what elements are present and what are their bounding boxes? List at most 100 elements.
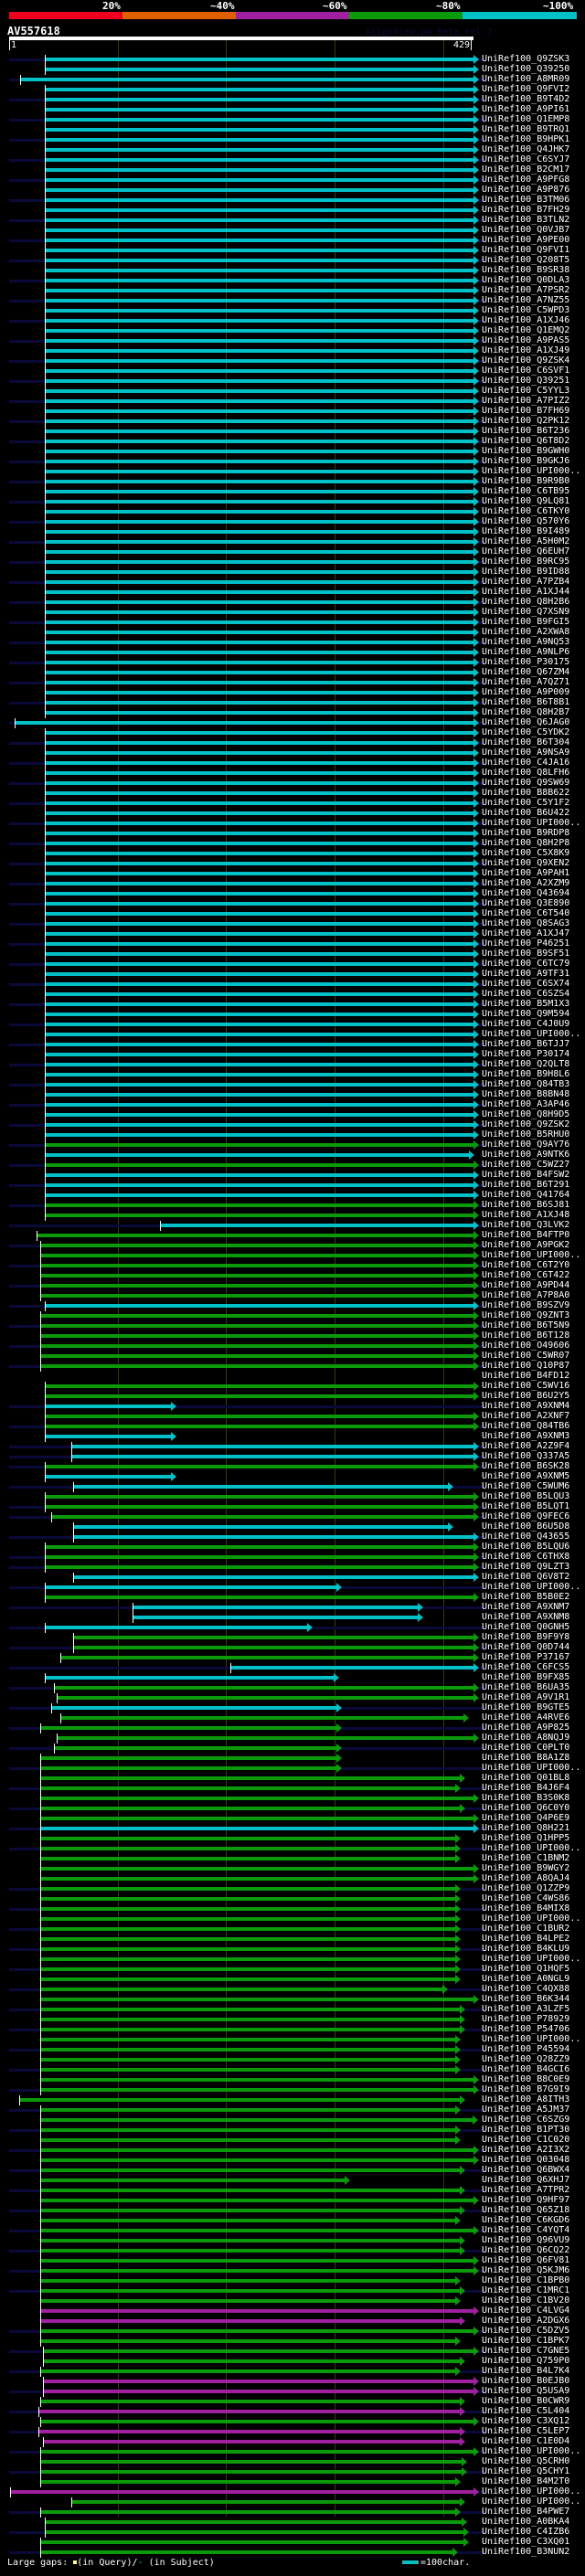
hit-bar[interactable] [45,118,473,122]
hit-bar[interactable] [45,299,473,302]
hit-label[interactable]: UniRef100_A8ITH3 [482,2094,570,2104]
hit-bar[interactable] [40,1977,455,1981]
hit-row[interactable]: UniRef100_Q8H221 [0,1823,585,1834]
hit-row[interactable]: UniRef100_Q84TB3 [0,1079,585,1090]
hit-row[interactable]: UniRef100_A9PGK2 [0,1240,585,1251]
hit-label[interactable]: UniRef100_A9TF31 [482,969,570,979]
hit-row[interactable]: UniRef100_C0PLT0 [0,1743,585,1754]
hit-label[interactable]: UniRef100_Q5CRH0 [482,2456,570,2466]
hit-label[interactable]: UniRef100_B2CM17 [482,164,570,175]
hit-label[interactable]: UniRef100_C6T2Y0 [482,1260,570,1270]
hit-label[interactable]: UniRef100_Q9FVI2 [482,84,570,94]
hit-bar[interactable] [45,852,473,855]
hit-row[interactable]: UniRef100_A9NTK6 [0,1150,585,1161]
hit-label[interactable]: UniRef100_C4LVG4 [482,2306,570,2316]
hit-label[interactable]: UniRef100_B3NUN2 [482,2547,570,2557]
hit-label[interactable]: UniRef100_A7PIZ2 [482,396,570,406]
hit-bar[interactable] [45,429,473,433]
hit-row[interactable]: UniRef100_C6TB95 [0,486,585,497]
hit-row[interactable]: UniRef100_B5LQU3 [0,1491,585,1502]
hit-row[interactable]: UniRef100_B9SF51 [0,949,585,959]
hit-row[interactable]: UniRef100_Q2QLT8 [0,1059,585,1070]
hit-bar[interactable] [45,108,473,111]
hit-label[interactable]: UniRef100_Q0DLA3 [482,275,570,285]
hit-bar[interactable] [40,1917,455,1921]
hit-label[interactable]: UniRef100_Q39250 [482,64,570,74]
hit-label[interactable]: UniRef100_C5DZV5 [482,2326,570,2336]
hit-row[interactable]: UniRef100_Q1ZZP9 [0,1883,585,1894]
hit-label[interactable]: UniRef100_B4FTP0 [482,1230,570,1240]
hit-row[interactable]: UniRef100_B4LPE2 [0,1934,585,1945]
hit-bar[interactable] [45,590,473,594]
hit-row[interactable]: UniRef100_B7FH29 [0,205,585,216]
hit-bar[interactable] [45,470,473,473]
hit-label[interactable]: UniRef100_C5LEP7 [482,2426,570,2436]
hit-bar[interactable] [40,2339,455,2343]
hit-label[interactable]: UniRef100_C5WV16 [482,1381,570,1391]
hit-row[interactable]: UniRef100_Q0VJB7 [0,225,585,236]
hit-label[interactable]: UniRef100_Q0VJB7 [482,225,570,235]
hit-label[interactable]: UniRef100_B8BN48 [482,1089,570,1099]
hit-bar[interactable] [73,1485,448,1489]
hit-bar[interactable] [40,2108,455,2112]
hit-bar[interactable] [45,912,473,916]
hit-bar[interactable] [40,2239,460,2242]
hit-row[interactable]: UniRef100_C6KGD6 [0,2215,585,2226]
hit-bar[interactable] [45,922,473,926]
hit-row[interactable]: UniRef100_B5B0E2 [0,1592,585,1603]
hit-label[interactable]: UniRef100_B5B0E2 [482,1592,570,1602]
hit-label[interactable]: UniRef100_B4FSW2 [482,1170,570,1180]
hit-bar[interactable] [71,1445,473,1448]
hit-label[interactable]: UniRef100_A9XNM5 [482,1471,570,1481]
hit-label[interactable]: UniRef100_B8C0E9 [482,2074,570,2084]
hit-bar[interactable] [45,228,473,232]
hit-bar[interactable] [45,530,473,534]
hit-bar[interactable] [40,1927,455,1931]
hit-row[interactable]: UniRef100_A9PAS5 [0,335,585,346]
hit-label[interactable]: UniRef100_B6SK28 [482,1461,570,1471]
hit-label[interactable]: UniRef100_C6SYJ7 [482,154,570,164]
hit-bar[interactable] [40,1837,455,1840]
hit-bar[interactable] [45,1183,473,1187]
hit-bar[interactable] [45,1475,171,1479]
hit-row[interactable]: UniRef100_B4FD12 [0,1371,585,1382]
hit-label[interactable]: UniRef100_UPI000.. [482,2496,581,2507]
hit-row[interactable]: UniRef100_C5X8K9 [0,848,585,859]
hit-bar[interactable] [40,2058,455,2062]
hit-label[interactable]: UniRef100_A9XNM8 [482,1612,570,1622]
hit-label[interactable]: UniRef100_B4GCI6 [482,2064,570,2074]
hit-label[interactable]: UniRef100_B5RHU0 [482,1129,570,1140]
hit-bar[interactable] [45,440,473,443]
hit-label[interactable]: UniRef100_B4MIX8 [482,1903,570,1913]
hit-row[interactable]: UniRef100_Q7XSN9 [0,607,585,618]
hit-bar[interactable] [40,1334,473,1338]
hit-label[interactable]: UniRef100_B9T4D2 [482,94,570,104]
hit-row[interactable]: UniRef100_B3S0K8 [0,1793,585,1804]
hit-bar[interactable] [40,2138,455,2142]
hit-bar[interactable] [40,1244,473,1247]
hit-row[interactable]: UniRef100_B6TJJ7 [0,1039,585,1050]
hit-label[interactable]: UniRef100_B8B622 [482,788,570,798]
hit-label[interactable]: UniRef100_A7QZ71 [482,677,570,687]
hit-row[interactable]: UniRef100_B6T5N9 [0,1320,585,1331]
hit-bar[interactable] [40,1807,460,1810]
hit-bar[interactable] [45,349,473,353]
hit-row[interactable]: UniRef100_A9NLP6 [0,647,585,658]
hit-bar[interactable] [45,148,473,152]
hit-row[interactable]: UniRef100_Q96VU9 [0,2235,585,2246]
hit-bar[interactable] [54,1686,473,1690]
hit-row[interactable]: UniRef100_UPI000.. [0,1250,585,1261]
hit-bar[interactable] [40,2128,455,2132]
hit-row[interactable]: UniRef100_A2DGX6 [0,2316,585,2327]
hit-row[interactable]: UniRef100_C3XQ12 [0,2416,585,2427]
hit-label[interactable]: UniRef100_A7P8A0 [482,1290,570,1300]
hit-row[interactable]: UniRef100_A2Z9F4 [0,1441,585,1452]
hit-label[interactable]: UniRef100_A3LZF5 [482,2004,570,2014]
hit-row[interactable]: UniRef100_C6FCS5 [0,1662,585,1673]
hit-row[interactable]: UniRef100_B8A1Z8 [0,1753,585,1764]
hit-label[interactable]: UniRef100_A8MR09 [482,74,570,84]
hit-bar[interactable] [40,2199,473,2202]
hit-row[interactable]: UniRef100_Q9FEC6 [0,1511,585,1522]
hit-bar[interactable] [45,1304,473,1308]
hit-label[interactable]: UniRef100_C0PLT0 [482,1743,570,1753]
